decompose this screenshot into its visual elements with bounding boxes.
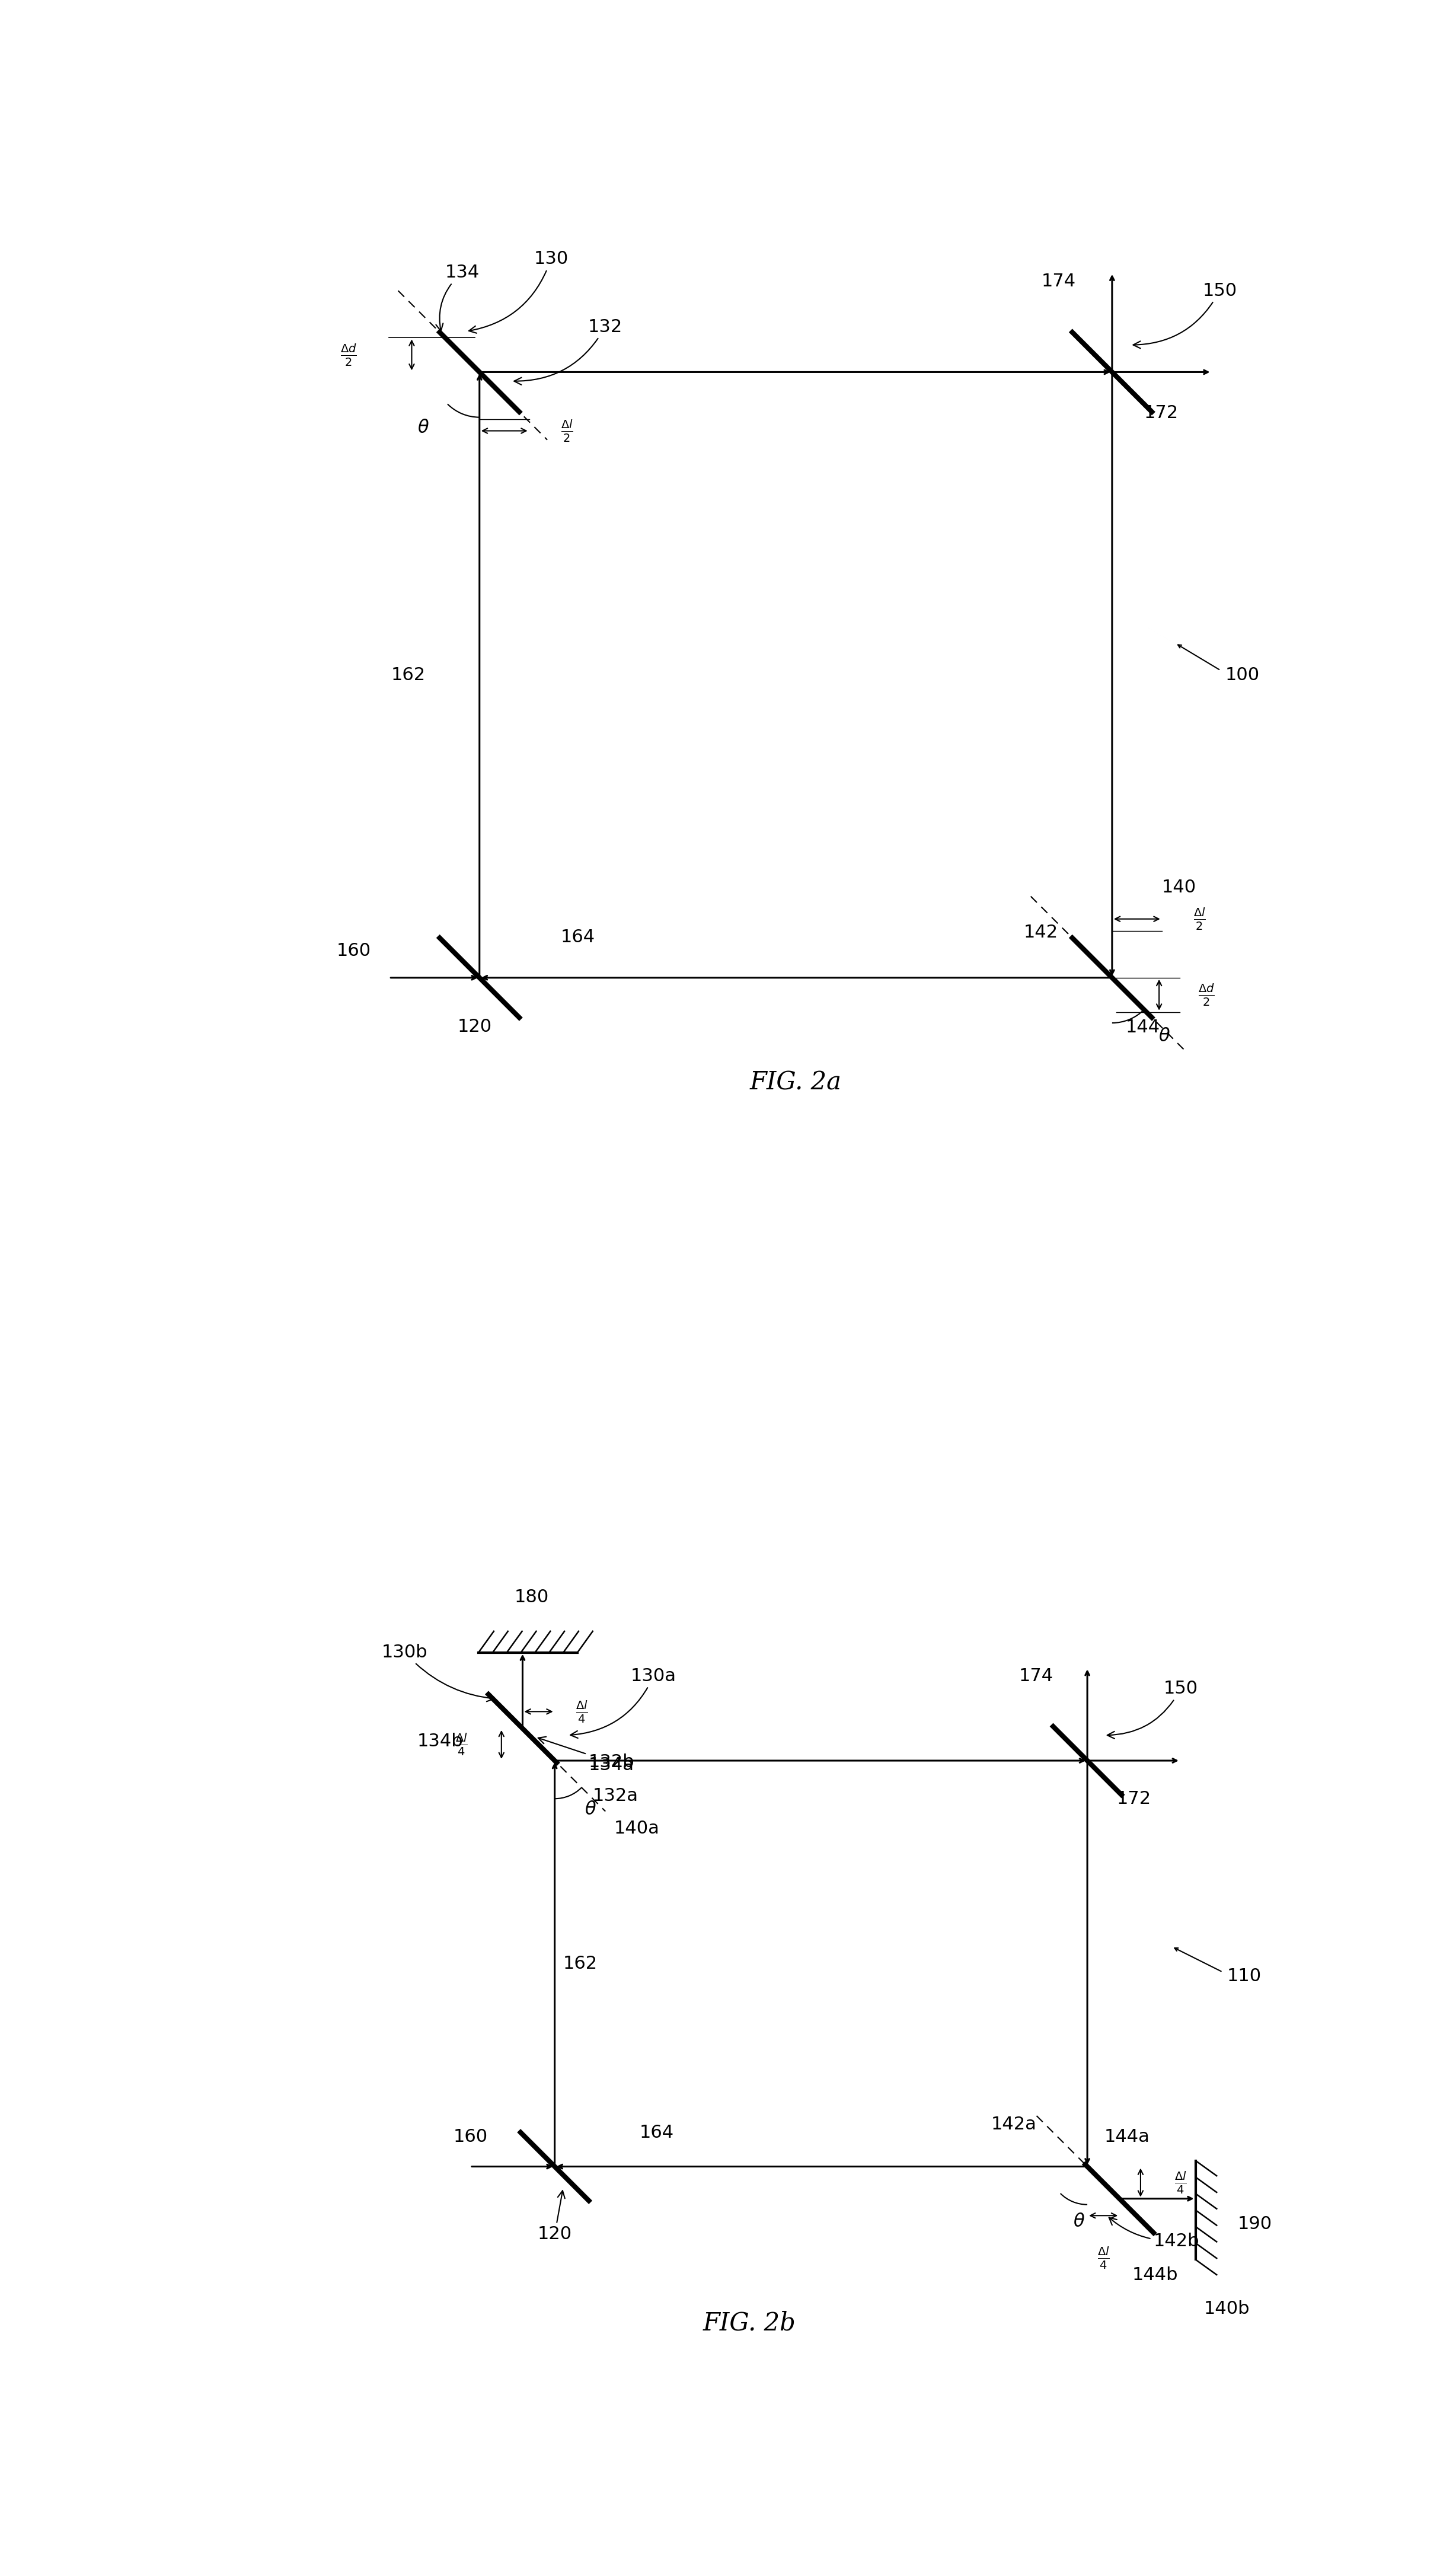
Text: 142: 142: [1024, 924, 1059, 942]
Text: 134b: 134b: [418, 1732, 463, 1750]
Text: 134: 134: [435, 265, 479, 332]
Text: 110: 110: [1227, 1968, 1261, 1984]
Text: 162: 162: [563, 1955, 597, 1971]
Text: 150: 150: [1133, 283, 1238, 347]
Text: 132: 132: [514, 319, 623, 386]
Text: 180: 180: [514, 1588, 549, 1606]
Text: $\frac{\Delta l}{4}$: $\frac{\Delta l}{4}$: [456, 1732, 467, 1757]
Text: $\frac{\Delta d}{2}$: $\frac{\Delta d}{2}$: [341, 342, 357, 368]
Text: 130a: 130a: [571, 1667, 677, 1739]
Text: $\theta$: $\theta$: [1159, 1027, 1171, 1045]
Text: 174: 174: [1019, 1667, 1054, 1685]
Text: 162: 162: [390, 666, 425, 684]
Text: FIG. 2b: FIG. 2b: [703, 2311, 795, 2336]
Text: 140b: 140b: [1204, 2300, 1249, 2318]
Text: 142a: 142a: [992, 2115, 1037, 2133]
Text: $\frac{\Delta l}{4}$: $\frac{\Delta l}{4}$: [575, 1698, 588, 1724]
Text: 172: 172: [1144, 404, 1178, 422]
Text: 144: 144: [1125, 1019, 1160, 1037]
Text: $\frac{\Delta d}{2}$: $\frac{\Delta d}{2}$: [1198, 983, 1214, 1009]
Text: 190: 190: [1238, 2215, 1273, 2233]
Text: $\frac{\Delta l}{4}$: $\frac{\Delta l}{4}$: [1098, 2246, 1109, 2269]
Text: 150: 150: [1107, 1680, 1198, 1739]
Text: 144b: 144b: [1133, 2267, 1178, 2282]
Text: 140: 140: [1162, 880, 1197, 895]
Text: 120: 120: [457, 1019, 492, 1034]
Text: 132b: 132b: [539, 1737, 635, 1770]
Text: $\theta$: $\theta$: [584, 1801, 596, 1819]
Text: 160: 160: [453, 2128, 488, 2146]
Text: $\frac{\Delta l}{2}$: $\frac{\Delta l}{2}$: [561, 419, 574, 443]
Text: $\frac{\Delta l}{4}$: $\frac{\Delta l}{4}$: [1175, 2169, 1187, 2195]
Text: 164: 164: [639, 2125, 674, 2141]
Text: 130b: 130b: [381, 1644, 494, 1701]
Text: 172: 172: [1117, 1791, 1152, 1806]
Text: 132a: 132a: [593, 1788, 638, 1804]
Text: 164: 164: [561, 929, 596, 947]
Text: 100: 100: [1224, 666, 1259, 684]
Text: $\frac{\Delta l}{2}$: $\frac{\Delta l}{2}$: [1194, 906, 1206, 931]
Text: $\theta$: $\theta$: [418, 419, 430, 437]
Text: 130: 130: [469, 250, 568, 332]
Text: 160: 160: [336, 942, 371, 960]
Text: 174: 174: [1041, 273, 1076, 291]
Text: 120: 120: [537, 2190, 572, 2244]
Text: 142b: 142b: [1109, 2218, 1200, 2249]
Text: 134a: 134a: [588, 1757, 635, 1773]
Text: 144a: 144a: [1104, 2128, 1150, 2146]
Text: FIG. 2a: FIG. 2a: [750, 1070, 842, 1096]
Text: $\theta$: $\theta$: [1073, 2213, 1085, 2231]
Text: 140a: 140a: [614, 1819, 660, 1837]
